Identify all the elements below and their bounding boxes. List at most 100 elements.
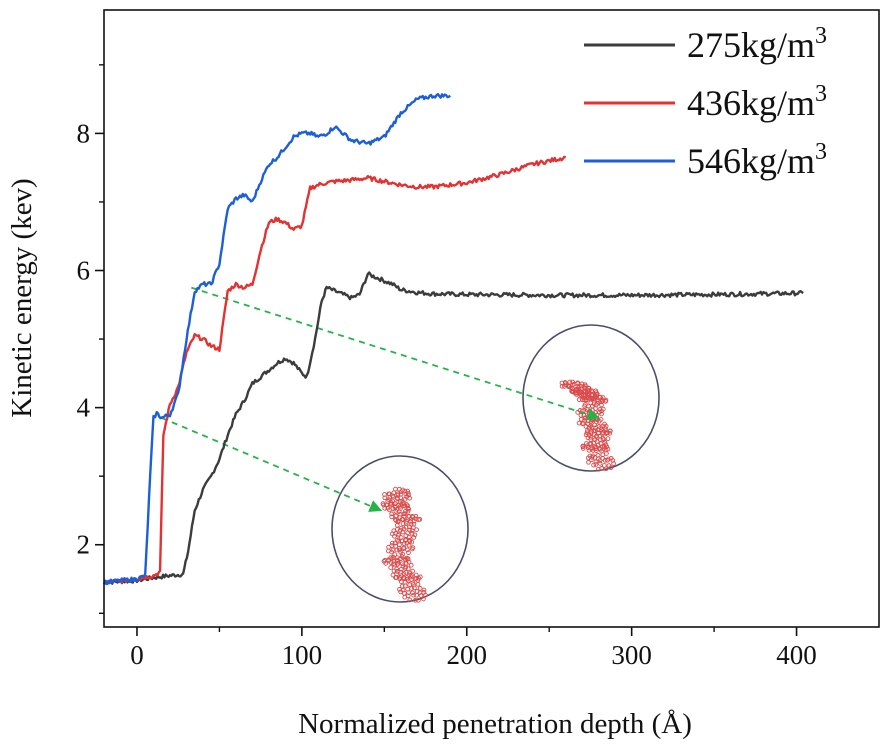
lattice-atom — [602, 439, 608, 445]
graphene-fragment-icon — [380, 486, 428, 603]
lattice-atom — [402, 503, 408, 509]
legend-label-2: 436kg/m3 — [687, 81, 827, 123]
lattice-atom — [591, 462, 596, 468]
lattice-atom — [406, 550, 411, 555]
lattice-atom — [599, 427, 604, 433]
lattice-atom — [409, 528, 415, 534]
lattice-atom — [391, 568, 397, 574]
lattice-atom — [588, 434, 594, 440]
lattice-atom — [400, 551, 405, 557]
lattice-atom — [589, 455, 595, 460]
lattice-atom — [599, 402, 604, 408]
lattice-atom — [597, 434, 603, 439]
legend-label-3: 546kg/m3 — [687, 139, 827, 181]
lattice-atom — [417, 586, 423, 591]
lattice-atom — [405, 547, 410, 553]
lattice-atom — [409, 539, 415, 545]
lattice-atom — [608, 428, 613, 434]
lattice-atom — [416, 597, 421, 603]
lattice-atom — [409, 572, 414, 578]
lattice-atom — [389, 514, 395, 520]
annotation-arrow-1 — [191, 286, 600, 421]
lattice-atom — [402, 488, 408, 494]
lattice-atom — [406, 559, 412, 565]
inset-lower — [331, 455, 469, 603]
lattice-atom — [411, 518, 417, 524]
lattice-atom — [398, 566, 404, 572]
legend-label-superscript: 3 — [815, 81, 827, 107]
lattice-atom — [418, 593, 424, 598]
lattice-atom — [406, 506, 412, 512]
legend-label-text: 546kg/m — [687, 141, 815, 181]
legend-label-superscript: 3 — [815, 139, 827, 165]
lattice-atom — [573, 392, 579, 397]
lattice-atom — [413, 513, 419, 519]
lattice-atom — [610, 458, 616, 463]
y-tick-label: 4 — [77, 393, 91, 423]
lattice-atom — [408, 574, 414, 580]
lattice-atom — [403, 491, 409, 497]
lattice-atom — [389, 511, 395, 517]
lattice-atom — [417, 517, 423, 522]
lattice-atom — [408, 516, 414, 522]
lattice-atom — [410, 590, 415, 596]
lattice-atom — [599, 466, 604, 471]
lattice-atom — [423, 592, 428, 598]
lattice-atom — [392, 562, 397, 568]
lattice-atom — [415, 581, 421, 587]
lattice-atom — [405, 578, 411, 584]
lattice-atom — [390, 506, 396, 511]
lattice-atom — [580, 421, 585, 426]
lattice-atom — [397, 504, 403, 509]
lattice-atom — [407, 495, 412, 501]
lattice-atom — [409, 546, 415, 552]
lattice-atom — [414, 592, 419, 598]
lattice-atom — [400, 521, 406, 526]
lattice-atom — [405, 508, 411, 514]
lattice-atom — [601, 437, 607, 442]
lattice-atom — [388, 501, 394, 507]
graphene-fragment-icon — [559, 379, 616, 472]
lattice-atom — [559, 383, 565, 389]
lattice-atom — [603, 397, 609, 403]
lattice-atom — [580, 444, 586, 450]
lattice-atom — [406, 542, 412, 548]
annotation-arrow-2 — [161, 417, 383, 512]
lattice-atom — [412, 597, 418, 603]
lattice-atom — [397, 556, 403, 562]
lattice-atom — [588, 437, 594, 442]
x-tick-label: 0 — [130, 640, 144, 670]
lattice-atom — [382, 492, 387, 497]
lattice-atom — [578, 392, 584, 398]
lattice-atom — [405, 566, 411, 572]
axes-layer: 0 100 200 300 400 2 4 6 8 — [77, 9, 880, 670]
lattice-atom — [382, 495, 388, 501]
lattice-atom — [597, 461, 603, 466]
insets-layer — [331, 324, 660, 603]
lattice-atom — [599, 399, 605, 405]
lattice-atom — [593, 448, 599, 453]
y-tick-label: 8 — [77, 118, 91, 148]
lattice-atom — [383, 561, 389, 566]
lattice-atom — [403, 565, 408, 571]
lattice-atom — [396, 509, 402, 514]
lattice-atom — [388, 565, 394, 570]
lattice-atom — [407, 597, 413, 603]
x-tick-label: 100 — [282, 640, 323, 670]
lattice-atom — [400, 529, 406, 535]
legend-label-superscript: 3 — [815, 23, 827, 49]
legend-label-text: 436kg/m — [687, 83, 815, 123]
x-tick-label: 200 — [447, 640, 488, 670]
x-axis-title: Normalized penetration depth (Å) — [298, 708, 692, 740]
lattice-atom — [602, 457, 608, 463]
lattice-atom — [566, 384, 571, 389]
lattice-atom — [605, 458, 610, 463]
lattice-atom — [392, 540, 398, 546]
lattice-atom — [411, 592, 416, 598]
annotations-layer — [161, 286, 600, 512]
lattice-atom — [411, 535, 417, 540]
lattice-atom — [393, 575, 398, 580]
